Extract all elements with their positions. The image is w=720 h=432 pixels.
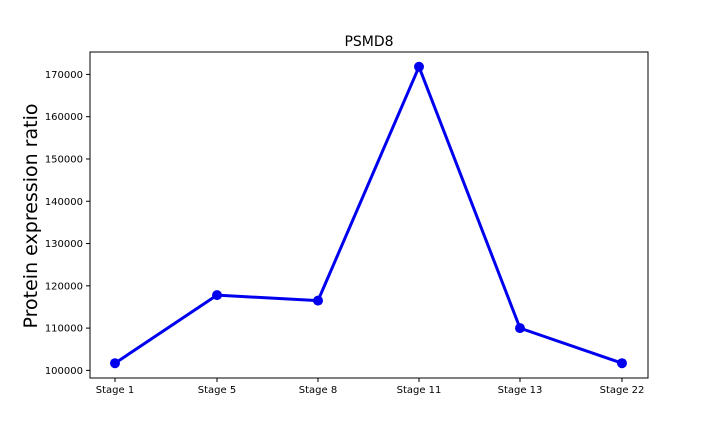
y-tick-label: 150000	[45, 154, 83, 165]
data-point	[313, 295, 323, 306]
y-tick-label: 100000	[45, 366, 83, 377]
data-point	[617, 358, 627, 369]
data-point	[212, 290, 222, 301]
x-tick-label: Stage 8	[299, 385, 337, 396]
y-tick-label: 170000	[45, 70, 83, 81]
data-point	[110, 358, 120, 369]
x-tick-label: Stage 13	[498, 385, 543, 396]
y-axis-ticks: 100000 110000 120000 130000 140000 150000 1600…	[45, 70, 90, 377]
y-tick-label: 120000	[45, 281, 83, 292]
x-axis-ticks: Stage 1 Stage 5 Stage 8 Stage 11 Stage 13 Sta…	[96, 378, 645, 396]
series-layer	[110, 61, 627, 369]
y-tick-label: 160000	[45, 112, 83, 123]
chart-title: PSMD8	[344, 34, 393, 50]
x-tick-label: Stage 22	[600, 385, 645, 396]
x-tick-label: Stage 1	[96, 385, 134, 396]
y-tick-label: 140000	[45, 197, 83, 208]
y-axis-label: Protein expression ratio	[20, 104, 42, 329]
y-tick-label: 110000	[45, 324, 83, 335]
plot-frame	[89, 51, 649, 379]
data-point	[414, 61, 424, 72]
x-tick-label: Stage 11	[397, 385, 442, 396]
series-line	[113, 65, 624, 365]
y-tick-label: 130000	[45, 239, 83, 250]
x-tick-label: Stage 5	[198, 385, 236, 396]
data-point	[515, 323, 525, 334]
